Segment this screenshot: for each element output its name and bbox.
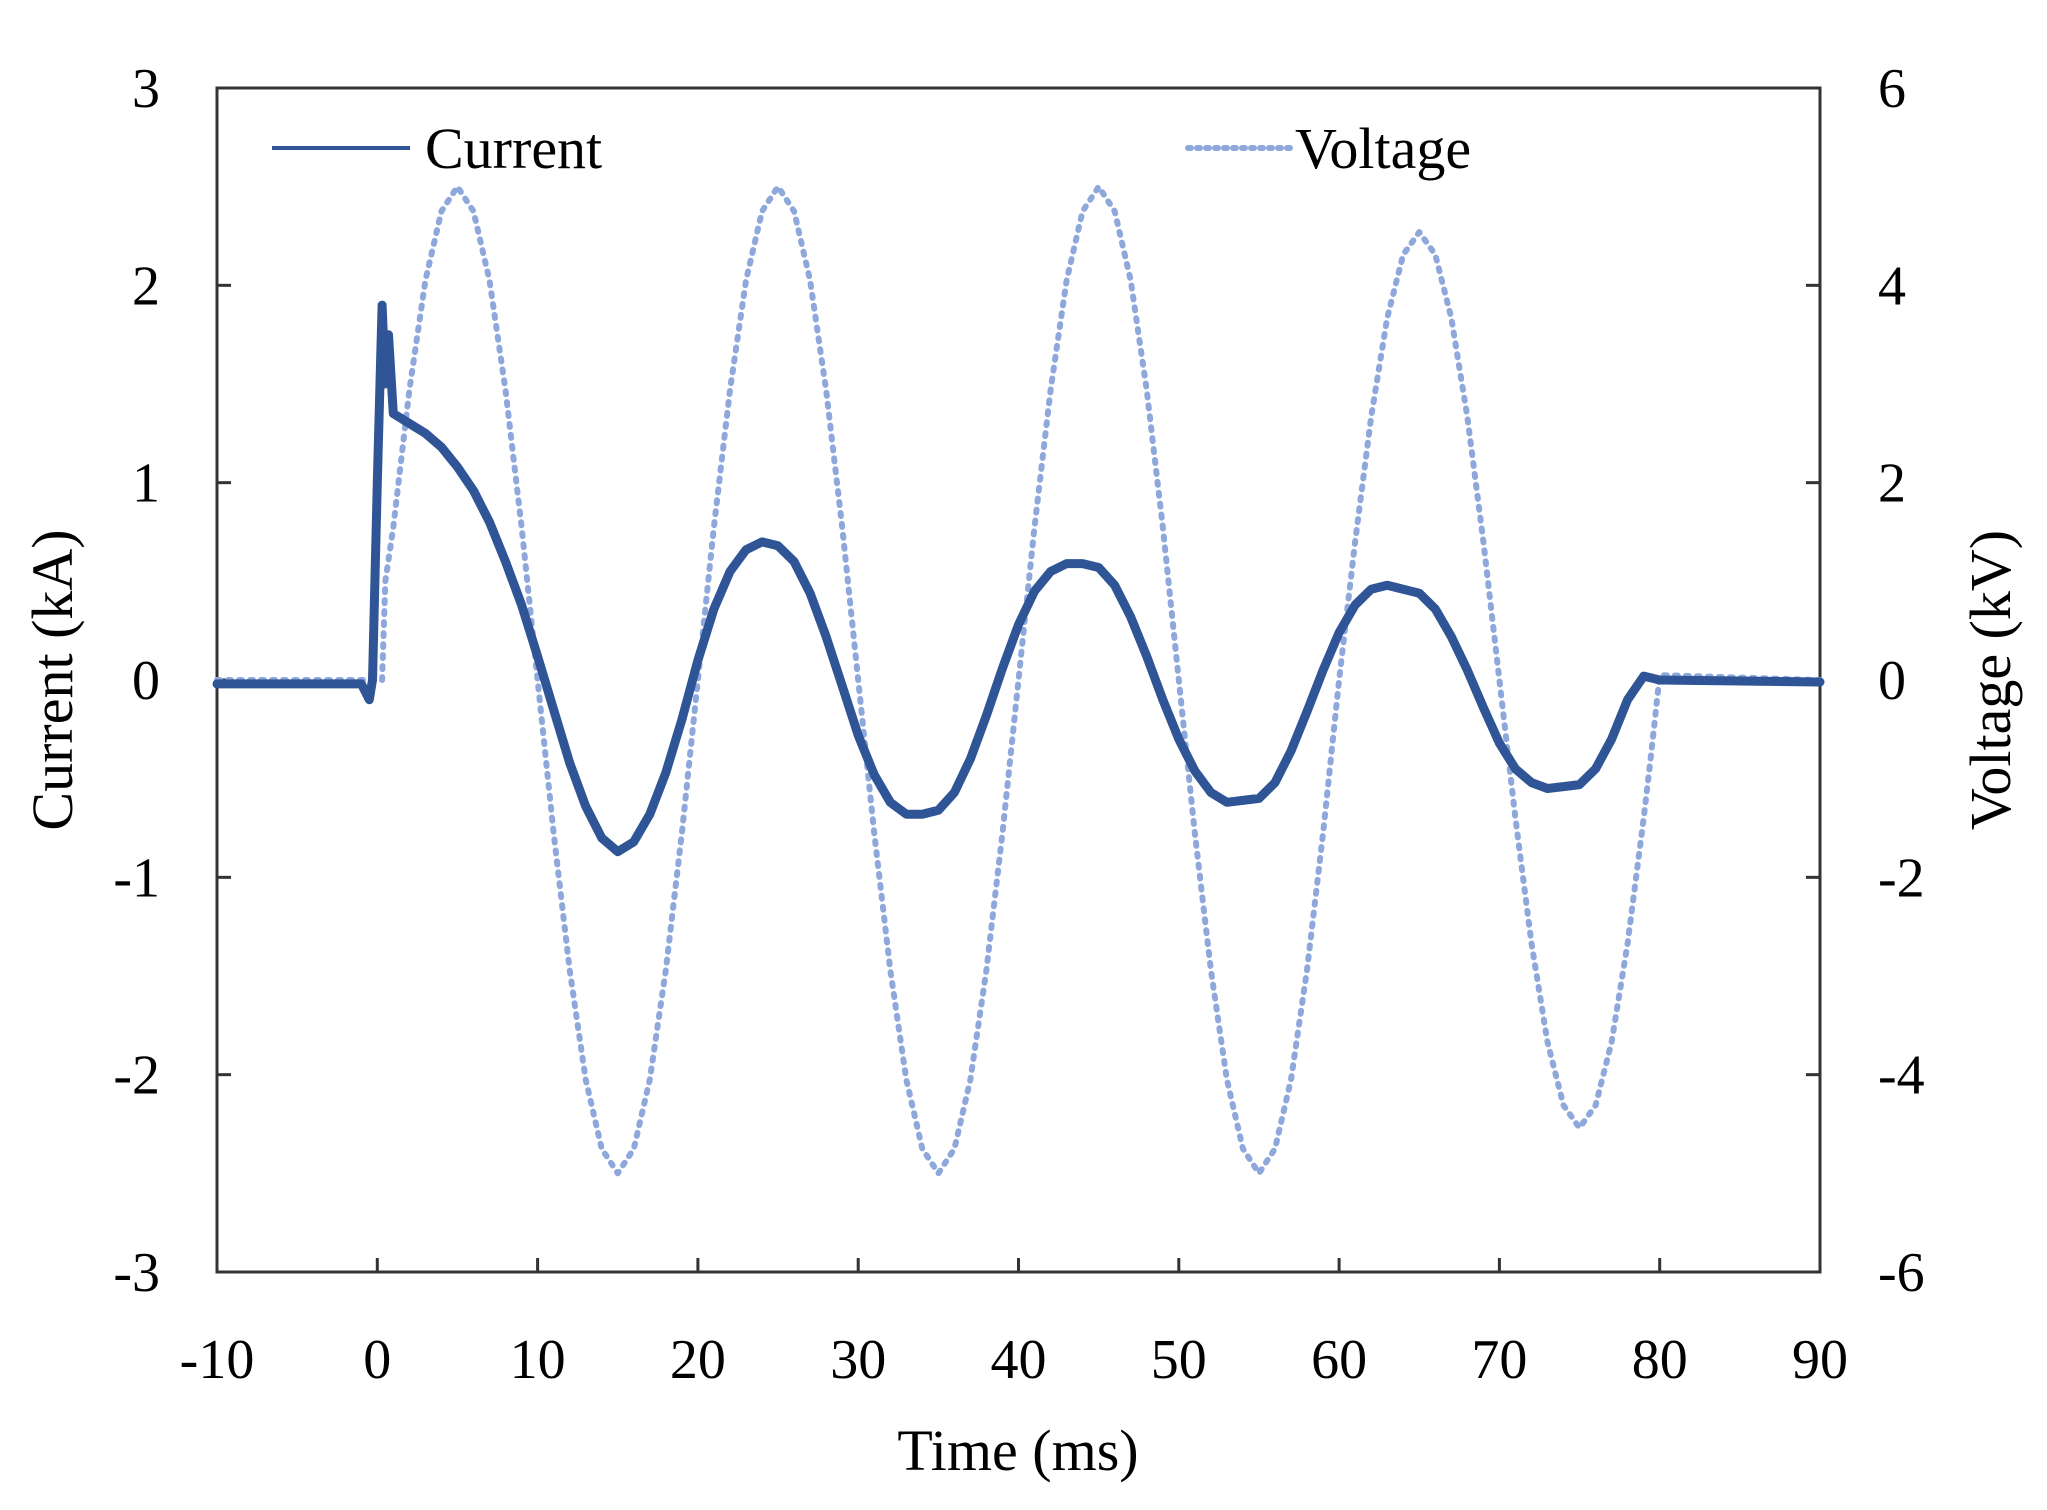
series-line-voltage xyxy=(214,183,1823,1177)
y-right-tick-label: -6 xyxy=(1878,1242,1925,1304)
x-tick-label: 40 xyxy=(991,1329,1047,1391)
x-tick-label: 90 xyxy=(1792,1329,1848,1391)
legend: Current Voltage xyxy=(272,116,1471,181)
x-tick-label: -10 xyxy=(180,1329,255,1391)
series-layer xyxy=(212,183,1825,1177)
y-right-tick-label: 6 xyxy=(1878,58,1906,120)
x-tick-label: 70 xyxy=(1471,1329,1527,1391)
y-left-axis-title: Current (kA) xyxy=(20,529,85,830)
y-right-tick-label: 0 xyxy=(1878,650,1906,712)
y-left-tick-label: 1 xyxy=(132,453,160,515)
x-tick-label: 60 xyxy=(1311,1329,1367,1391)
x-tick-label: 10 xyxy=(510,1329,566,1391)
y-right-tick-label: -4 xyxy=(1878,1045,1925,1107)
y-right-tick-label: 4 xyxy=(1878,255,1906,317)
y-left-tick-label: -3 xyxy=(113,1242,160,1304)
y-left-axis-ticks: -3 -2 -1 0 1 2 3 xyxy=(113,58,231,1304)
legend-current-label: Current xyxy=(425,116,602,181)
plot-area xyxy=(215,86,1822,1274)
y-left-tick-label: -1 xyxy=(113,847,160,909)
y-right-tick-label: -2 xyxy=(1878,847,1925,909)
y-right-axis-title: Voltage (kV) xyxy=(1958,530,2023,830)
y-left-tick-label: -2 xyxy=(113,1045,160,1107)
x-tick-label: 20 xyxy=(670,1329,726,1391)
y-left-tick-label: 0 xyxy=(132,650,160,712)
x-tick-label: 30 xyxy=(830,1329,886,1391)
x-tick-label: 80 xyxy=(1632,1329,1688,1391)
x-axis-ticks: -10 0 10 20 30 40 50 60 70 80 90 xyxy=(180,1258,1848,1391)
legend-voltage-label: Voltage xyxy=(1295,116,1471,181)
x-tick-label: 0 xyxy=(363,1329,391,1391)
y-right-tick-label: 2 xyxy=(1878,453,1906,515)
x-axis-title: Time (ms) xyxy=(897,1418,1138,1483)
x-tick-label: 50 xyxy=(1151,1329,1207,1391)
y-left-tick-label: 2 xyxy=(132,255,160,317)
series-line-current xyxy=(212,300,1825,857)
y-left-tick-label: 3 xyxy=(132,58,160,120)
y-right-axis-ticks: -6 -4 -2 0 2 4 6 xyxy=(1806,58,1925,1304)
